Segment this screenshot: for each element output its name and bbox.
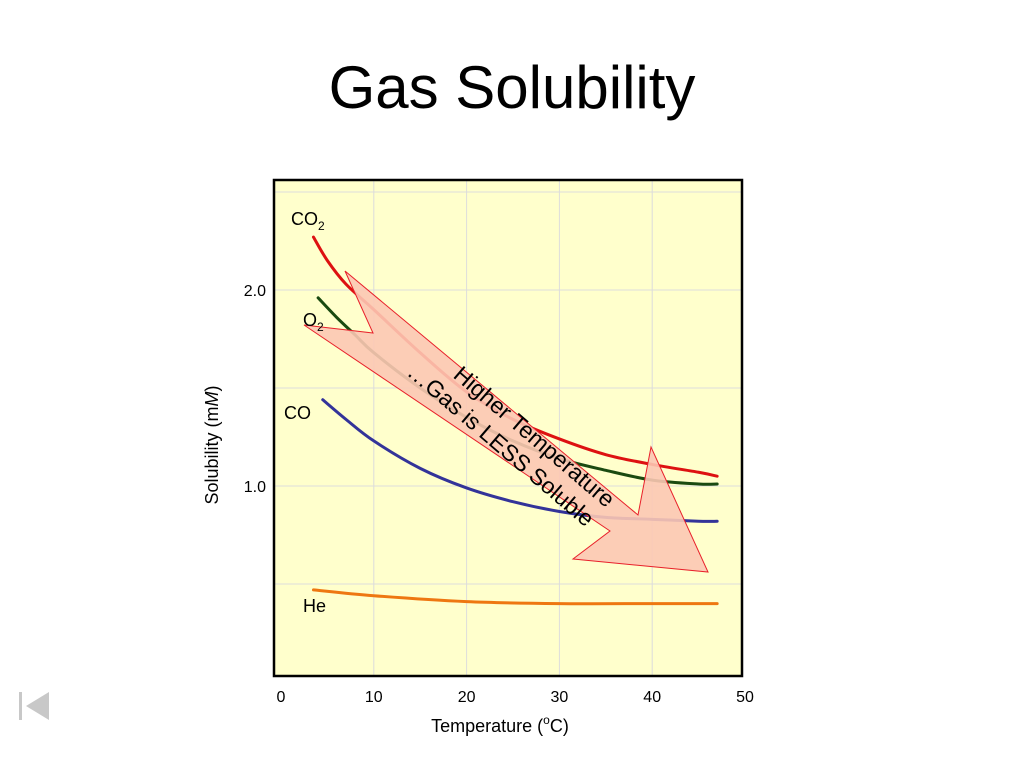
axis-ticks: 0 10 20 30 40 50 1.0 2.0	[244, 283, 754, 706]
first-slide-icon[interactable]	[18, 690, 52, 722]
x-tick-label-30: 30	[551, 689, 569, 706]
x-tick-label-0: 0	[277, 689, 286, 706]
y-tick-label-2: 2.0	[244, 283, 266, 300]
y-axis-title: Solubility (mM)	[202, 385, 222, 504]
series-line-he	[311, 588, 719, 606]
series-labels: CO2 O2 CO He	[284, 209, 326, 616]
plot-frame	[272, 178, 744, 678]
x-axis-title: Temperature (oC)	[431, 713, 569, 736]
arrow-shape	[303, 270, 709, 573]
x-tick-label-10: 10	[365, 689, 383, 706]
slide-title: Gas Solubility	[328, 54, 696, 121]
x-tick-label-40: 40	[643, 689, 661, 706]
x-tick-label-20: 20	[458, 689, 476, 706]
y-tick-label-1: 1.0	[244, 479, 266, 496]
series-label-o2: O2	[303, 310, 324, 334]
series-label-he: He	[303, 596, 326, 616]
series-label-co: CO	[284, 403, 311, 423]
x-tick-label-50: 50	[736, 689, 754, 706]
series-label-co2: CO2	[291, 209, 325, 233]
